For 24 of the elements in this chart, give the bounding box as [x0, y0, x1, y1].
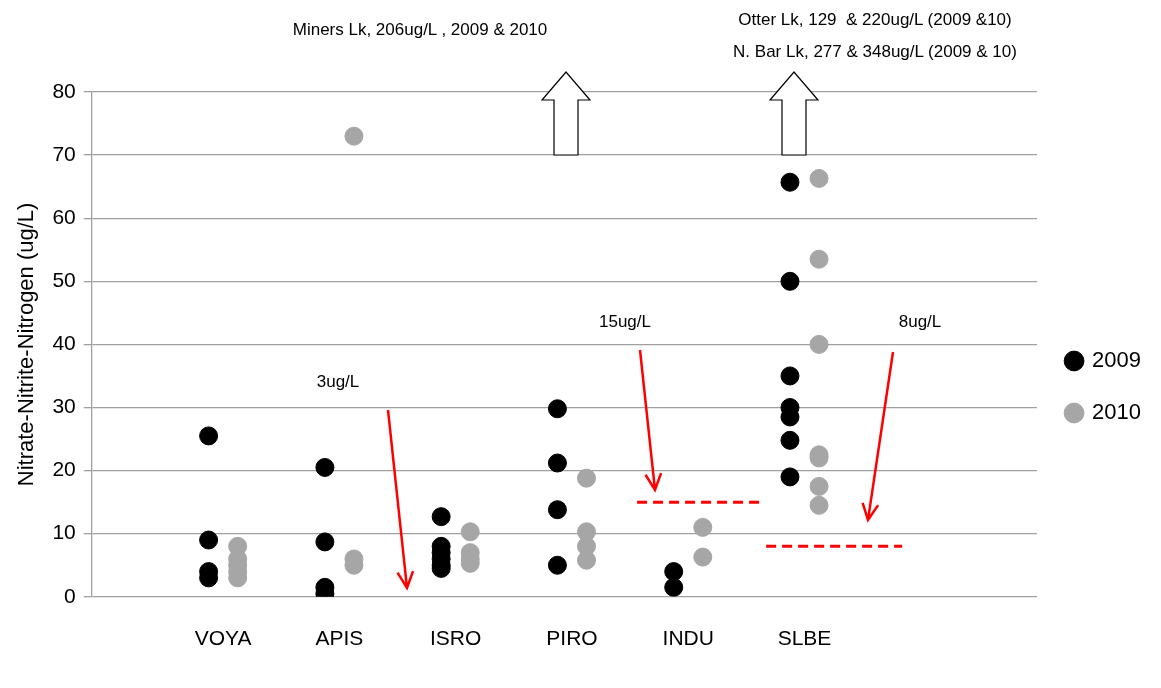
x-tick-label: INDU: [662, 626, 714, 650]
y-axis-title: Nitrate-Nitrite-Nitrogen (ug/L): [13, 202, 39, 487]
y-tick-label: 10: [52, 520, 76, 544]
x-tick-label: SLBE: [777, 626, 832, 650]
text: Miners Lk, 206ug/L , 2009 & 2010: [292, 19, 548, 39]
y-tick-label: 40: [52, 331, 76, 355]
x-tick-label: VOYA: [194, 626, 252, 650]
text: 8ug/L: [898, 311, 942, 331]
x-tick-label: PIRO: [546, 626, 598, 650]
legend-label: 2009: [1092, 347, 1142, 373]
text: N. Bar Lk, 277 & 348ug/L (2009 & 10): [733, 41, 1017, 61]
legend-label: 2010: [1092, 399, 1142, 425]
y-tick-label: 0: [64, 583, 76, 607]
y-tick-label: 50: [52, 268, 76, 292]
annotation: 3ug/L: [316, 371, 360, 391]
y-tick-label: 80: [52, 78, 76, 102]
y-tick-label: 30: [52, 394, 76, 418]
x-tick-label: ISRO: [430, 626, 482, 650]
x-tick-label: APIS: [315, 626, 364, 650]
text: Otter Lk, 129 & 220ug/L (2009 &10): [738, 9, 1012, 29]
y-tick-label: 20: [52, 457, 76, 481]
y-tick-label: 60: [52, 205, 76, 228]
y-tick-label: 70: [52, 141, 76, 165]
annotation: 15ug/L: [599, 311, 651, 331]
